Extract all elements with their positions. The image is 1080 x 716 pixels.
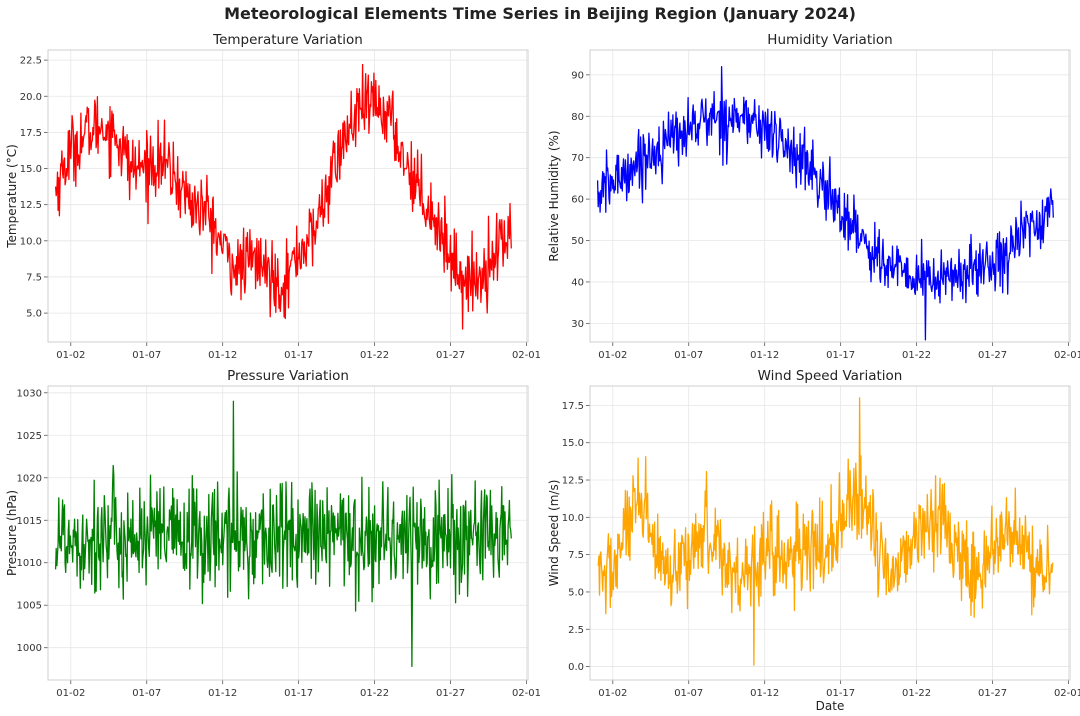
- y-tick-label: 7.5: [568, 550, 584, 561]
- x-tick-label: 01-22: [360, 350, 389, 361]
- x-tick-label: 01-12: [208, 350, 237, 361]
- axes-frame: [589, 385, 1071, 681]
- x-tick-label: 01-17: [284, 350, 313, 361]
- y-tick-label: 1010: [17, 558, 42, 569]
- x-tick-label: 01-22: [902, 350, 931, 361]
- series-line: [54, 63, 512, 330]
- y-tick-label: 7.5: [26, 272, 42, 283]
- x-tick-label: 01-17: [284, 688, 313, 699]
- series-line: [54, 400, 512, 668]
- series-line: [597, 397, 1054, 666]
- y-tick-label: 1030: [17, 388, 42, 399]
- y-tick-label: 22.5: [20, 56, 42, 67]
- x-tick-label: 01-27: [436, 688, 465, 699]
- x-tick-label: 01-22: [902, 688, 931, 699]
- y-tick-label: 15.0: [562, 438, 584, 449]
- y-tick-label: 1000: [17, 643, 42, 654]
- subplot-title: Pressure Variation: [227, 368, 349, 384]
- y-tick-label: 10.0: [562, 513, 584, 524]
- figure-title: Meteorological Elements Time Series in B…: [224, 4, 856, 23]
- subplot-4: 0.0 2.5 5.0 7.5 10.0 12.5 15.0 17.5 01-02 01-07 01…: [547, 368, 1080, 713]
- y-tick-label: 10.0: [20, 236, 42, 247]
- x-tick-label: 01-27: [978, 350, 1007, 361]
- y-axis-label: Relative Humidity (%): [547, 130, 561, 261]
- x-tick-label: 01-17: [826, 350, 855, 361]
- y-axis-label: Pressure (hPa): [5, 490, 19, 576]
- y-tick-label: 1005: [17, 601, 42, 612]
- subplot-title: Temperature Variation: [212, 32, 363, 48]
- y-tick-label: 5.0: [568, 587, 584, 598]
- subplot-title: Wind Speed Variation: [758, 368, 903, 384]
- x-tick-label: 01-07: [674, 350, 703, 361]
- subplot-title: Humidity Variation: [767, 32, 892, 48]
- y-tick-label: 2.5: [568, 625, 584, 636]
- x-tick-label: 01-02: [598, 350, 627, 361]
- y-tick-label: 15.0: [20, 164, 42, 175]
- x-tick-label: 01-12: [750, 350, 779, 361]
- y-tick-label: 80: [571, 112, 584, 123]
- y-tick-label: 1025: [17, 431, 42, 442]
- x-tick-label: 01-27: [436, 350, 465, 361]
- y-tick-label: 30: [571, 319, 584, 330]
- y-tick-label: 12.5: [562, 476, 584, 487]
- axes-frame: [47, 49, 529, 343]
- y-tick-label: 0.0: [568, 662, 584, 673]
- x-tick-label: 01-22: [360, 688, 389, 699]
- series-line: [596, 65, 1054, 341]
- axes-frame: [47, 385, 529, 681]
- x-tick-label: 01-07: [132, 350, 161, 361]
- y-tick-label: 12.5: [20, 200, 42, 211]
- y-tick-label: 20.0: [20, 92, 42, 103]
- y-axis-label: Temperature (°C): [5, 144, 19, 249]
- x-tick-label: 02-01: [1054, 688, 1080, 699]
- y-tick-label: 1015: [17, 516, 42, 527]
- subplot-3: 1000 1005 1010 1015 1020 1025 1030 01-02 01-07 01…: [5, 368, 541, 699]
- y-tick-label: 70: [571, 153, 584, 164]
- y-tick-label: 1020: [17, 473, 42, 484]
- x-tick-label: 01-02: [598, 688, 627, 699]
- axes-frame: [589, 49, 1071, 343]
- x-tick-label: 01-07: [674, 688, 703, 699]
- x-tick-label: 01-02: [56, 688, 85, 699]
- x-tick-label: 01-12: [208, 688, 237, 699]
- x-tick-label: 02-01: [512, 350, 541, 361]
- x-tick-label: 01-27: [978, 688, 1007, 699]
- y-axis-label: Wind Speed (m/s): [547, 480, 561, 587]
- y-tick-label: 5.0: [26, 309, 42, 320]
- x-tick-label: 01-12: [750, 688, 779, 699]
- x-tick-label: 02-01: [512, 688, 541, 699]
- y-tick-label: 17.5: [20, 128, 42, 139]
- x-tick-label: 01-17: [826, 688, 855, 699]
- subplot-2: 30 40 50 60 70 80 90 01-02 01-07 01-12 01-17 01-22 0…: [547, 32, 1080, 361]
- x-tick-label: 01-07: [132, 688, 161, 699]
- y-tick-label: 17.5: [562, 401, 584, 412]
- y-tick-label: 60: [571, 195, 584, 206]
- x-tick-label: 02-01: [1054, 350, 1080, 361]
- y-tick-label: 40: [571, 277, 584, 288]
- y-tick-label: 90: [571, 70, 584, 81]
- x-axis-label: Date: [816, 699, 845, 713]
- x-tick-label: 01-02: [56, 350, 85, 361]
- subplot-1: 5.0 7.5 10.0 12.5 15.0 17.5 20.0 22.5 01-02 01-07…: [5, 32, 541, 361]
- y-tick-label: 50: [571, 236, 584, 247]
